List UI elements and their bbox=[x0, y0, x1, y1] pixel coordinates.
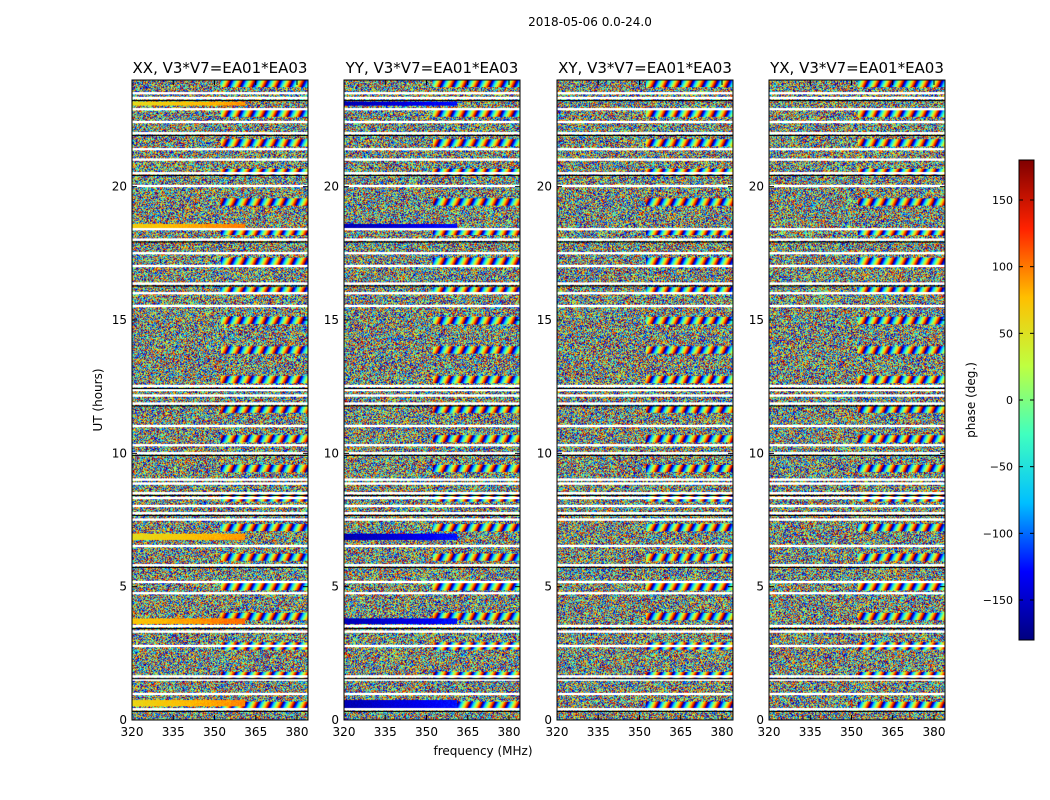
colorbar-tick-label: −150 bbox=[983, 594, 1013, 607]
x-tick-label: 380 bbox=[286, 725, 309, 739]
colorbar-tick-label: 50 bbox=[999, 327, 1013, 340]
y-tick-label: 0 bbox=[119, 713, 127, 727]
y-axis-ticks: 0 5 10 15 20 bbox=[112, 180, 308, 727]
panel-yy: YY, V3*V7=EA01*EA03 320 335 350 365 380 0 5 10… bbox=[324, 59, 521, 739]
phase-heatmap bbox=[343, 79, 521, 721]
phase-raster bbox=[557, 80, 733, 720]
y-axis-label: UT (hours) bbox=[91, 368, 105, 431]
colorbar-ticks: 150 100 50 0 −50 −100 −150 bbox=[983, 194, 1034, 607]
y-tick-label: 20 bbox=[324, 180, 339, 194]
x-tick-label: 320 bbox=[121, 725, 144, 739]
phase-raster bbox=[132, 80, 308, 720]
y-tick-label: 0 bbox=[756, 713, 764, 727]
x-tick-label: 350 bbox=[415, 725, 438, 739]
x-tick-label: 335 bbox=[374, 725, 397, 739]
x-tick-label: 365 bbox=[881, 725, 904, 739]
plot-frame bbox=[343, 79, 521, 721]
y-tick-label: 10 bbox=[324, 446, 339, 460]
y-tick-label: 5 bbox=[331, 580, 339, 594]
x-tick-label: 320 bbox=[758, 725, 781, 739]
x-tick-label: 350 bbox=[203, 725, 226, 739]
x-tick-label: 350 bbox=[840, 725, 863, 739]
x-axis-ticks: 320 335 350 365 380 bbox=[121, 80, 309, 739]
x-tick-label: 365 bbox=[244, 725, 267, 739]
y-tick-label: 10 bbox=[537, 446, 552, 460]
x-tick-label: 380 bbox=[498, 725, 521, 739]
x-tick-label: 365 bbox=[669, 725, 692, 739]
y-tick-label: 15 bbox=[324, 313, 339, 327]
colorbar-tick-label: 150 bbox=[992, 194, 1013, 207]
y-tick-label: 20 bbox=[537, 180, 552, 194]
y-tick-label: 10 bbox=[112, 446, 127, 460]
x-axis-ticks: 320 335 350 365 380 bbox=[758, 80, 946, 739]
y-axis-ticks: 0 5 10 15 20 bbox=[324, 180, 520, 727]
x-tick-label: 335 bbox=[162, 725, 185, 739]
colorbar: 150 100 50 0 −50 −100 −150 phase (deg.) bbox=[964, 159, 1035, 641]
x-tick-label: 335 bbox=[799, 725, 822, 739]
x-tick-label: 350 bbox=[628, 725, 651, 739]
colorbar-label: phase (deg.) bbox=[964, 362, 978, 438]
y-tick-label: 20 bbox=[749, 180, 764, 194]
y-tick-label: 0 bbox=[331, 713, 339, 727]
panel-title: XX, V3*V7=EA01*EA03 bbox=[133, 59, 308, 77]
figure-suptitle: 2018-05-06 0.0-24.0 bbox=[528, 15, 652, 29]
colorbar-tick-label: 0 bbox=[1006, 394, 1013, 407]
plot-frame bbox=[556, 79, 734, 721]
phase-heatmap bbox=[768, 79, 946, 721]
phase-raster bbox=[769, 80, 945, 720]
x-axis-ticks: 320 335 350 365 380 bbox=[333, 80, 521, 739]
x-tick-label: 320 bbox=[546, 725, 569, 739]
colorbar-tick-label: 100 bbox=[992, 261, 1013, 274]
panel-title: XY, V3*V7=EA01*EA03 bbox=[558, 59, 732, 77]
phase-heatmap bbox=[131, 79, 309, 721]
panel-xx: XX, V3*V7=EA01*EA03 320 335 350 365 380 0 5 10… bbox=[112, 59, 309, 739]
y-tick-label: 5 bbox=[756, 580, 764, 594]
x-axis-label: frequency (MHz) bbox=[433, 744, 532, 758]
colorbar-tick-label: −50 bbox=[990, 461, 1013, 474]
y-tick-label: 0 bbox=[544, 713, 552, 727]
x-tick-label: 365 bbox=[456, 725, 479, 739]
x-tick-label: 380 bbox=[923, 725, 946, 739]
x-tick-label: 320 bbox=[333, 725, 356, 739]
x-tick-label: 335 bbox=[587, 725, 610, 739]
phase-heatmap bbox=[556, 79, 734, 721]
plot-frame bbox=[768, 79, 946, 721]
y-tick-label: 5 bbox=[544, 580, 552, 594]
x-tick-label: 380 bbox=[711, 725, 734, 739]
colorbar-tick-label: −100 bbox=[983, 527, 1013, 540]
panel-yx: YX, V3*V7=EA01*EA03 320 335 350 365 380 0 5 10… bbox=[749, 59, 946, 739]
phase-raster bbox=[344, 80, 520, 720]
y-tick-label: 15 bbox=[537, 313, 552, 327]
y-axis-ticks: 0 5 10 15 20 bbox=[749, 180, 945, 727]
y-tick-label: 20 bbox=[112, 180, 127, 194]
y-axis-ticks: 0 5 10 15 20 bbox=[537, 180, 733, 727]
plot-frame bbox=[131, 79, 309, 721]
panel-title: YY, V3*V7=EA01*EA03 bbox=[345, 59, 519, 77]
y-tick-label: 15 bbox=[749, 313, 764, 327]
panel-title: YX, V3*V7=EA01*EA03 bbox=[769, 59, 944, 77]
x-axis-ticks: 320 335 350 365 380 bbox=[546, 80, 734, 739]
y-tick-label: 15 bbox=[112, 313, 127, 327]
panel-xy: XY, V3*V7=EA01*EA03 320 335 350 365 380 0 5 10… bbox=[537, 59, 734, 739]
y-tick-label: 5 bbox=[119, 580, 127, 594]
y-tick-label: 10 bbox=[749, 446, 764, 460]
